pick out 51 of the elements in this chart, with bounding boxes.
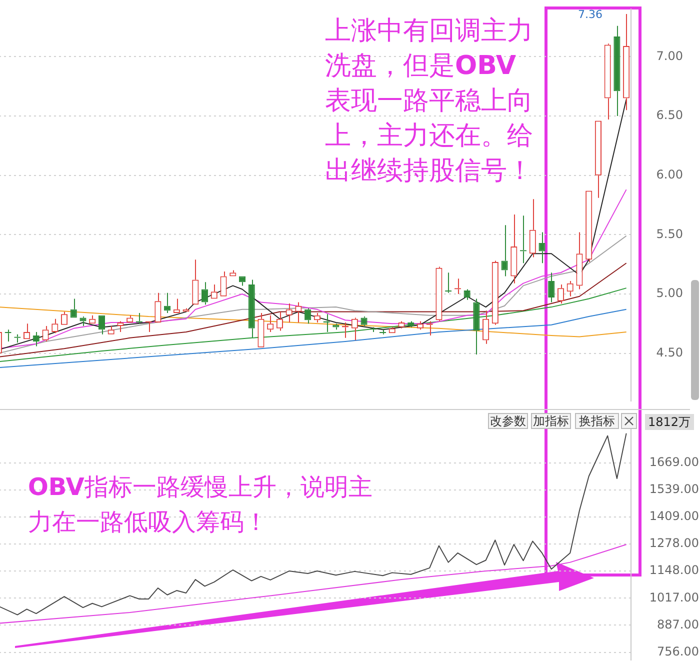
candlestick xyxy=(510,214,518,284)
y-tick-label: 5.50 xyxy=(656,226,683,241)
y-tick-label: 1539.00 xyxy=(649,482,699,496)
candlestick xyxy=(586,190,592,262)
y-tick-label: 887.00 xyxy=(657,617,699,632)
annotation: 改参数 xyxy=(488,413,528,429)
y-tick-label: 1409.00 xyxy=(649,509,699,524)
candlestick xyxy=(614,25,620,116)
candlestick xyxy=(623,13,630,111)
annotation: 7.36 xyxy=(578,8,602,21)
candlestick xyxy=(492,260,498,326)
candlestick xyxy=(182,308,190,312)
y-tick-label: 1017.00 xyxy=(649,590,699,604)
candlestick xyxy=(576,232,583,290)
annotation: 换指标 xyxy=(575,413,619,429)
y-tick-label: 6.00 xyxy=(656,167,683,182)
candlestick xyxy=(398,320,405,329)
candlestick xyxy=(258,312,264,348)
candlestick xyxy=(248,279,255,338)
y-tick-label: 1278.00 xyxy=(649,536,699,550)
y-tick-label: 1669.00 xyxy=(649,455,699,470)
annotation: OBV指标一路缓慢上升，说明主力在一路低吸入筹码！ xyxy=(28,472,374,538)
candlestick xyxy=(473,298,480,356)
candlestick xyxy=(436,266,442,322)
annotation: 上涨中有回调主力洗盘，但是OBV表现一路平稳上向上，主力还在。给出继续持股信号！ xyxy=(325,15,534,188)
candlestick xyxy=(501,224,508,277)
candlestick xyxy=(164,292,171,314)
candlestick xyxy=(80,316,86,327)
y-tick-label: 4.50 xyxy=(656,345,683,360)
candlestick xyxy=(70,298,77,318)
candlestick xyxy=(173,298,180,313)
candlestick xyxy=(604,43,611,120)
candlestick xyxy=(314,312,320,323)
candlestick xyxy=(201,282,208,306)
y-tick-label: 1148.00 xyxy=(649,563,699,578)
candlestick xyxy=(98,315,106,335)
text: 1812万 xyxy=(645,414,694,430)
y-tick-label: 6.50 xyxy=(656,108,683,122)
candlestick xyxy=(192,259,199,305)
candlestick xyxy=(482,310,490,344)
y-tick-label: 756.00 xyxy=(657,644,699,658)
candlestick xyxy=(548,272,555,303)
y-tick-label: 7.00 xyxy=(656,48,683,63)
candlestick xyxy=(154,292,162,322)
candlestick xyxy=(557,284,564,304)
candlestick xyxy=(117,320,124,332)
candlestick xyxy=(529,198,536,258)
annotation: 加指标 xyxy=(531,413,571,429)
candlestick xyxy=(594,120,602,198)
y-tick-label: 5.00 xyxy=(656,286,683,300)
candlestick xyxy=(220,270,227,296)
